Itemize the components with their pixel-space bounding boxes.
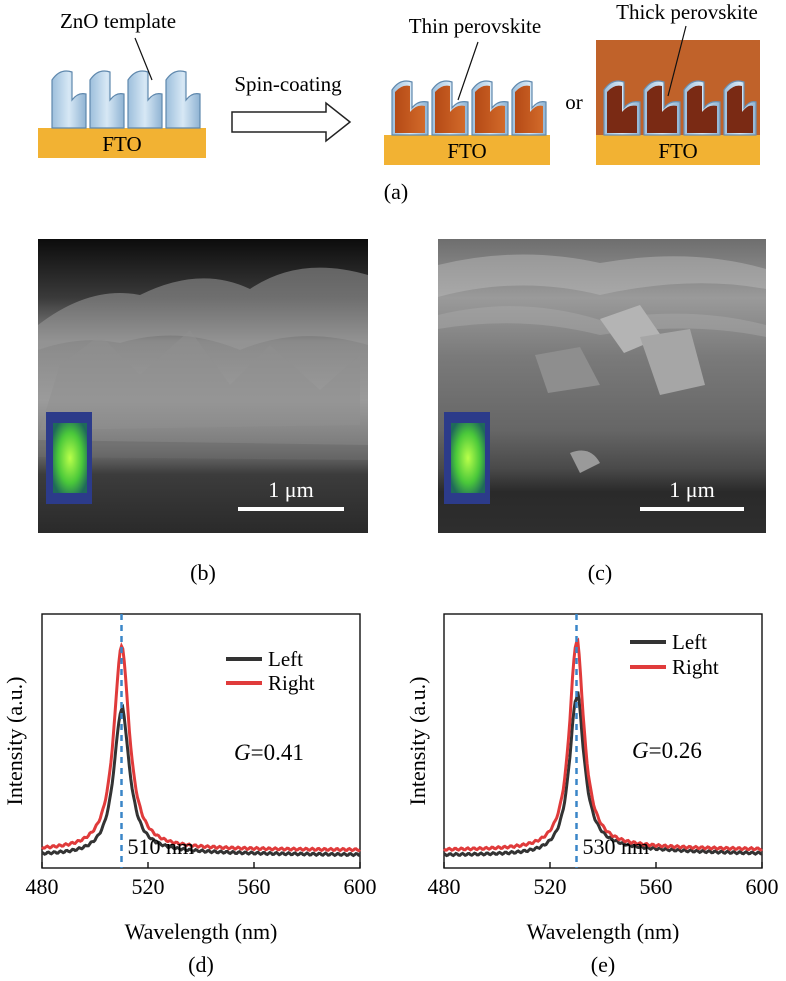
schematic-panel: FTO ZnO template Spin-coating FTO Thin p	[38, 0, 760, 204]
chart-e: 480 520 560 600 530 nm Left Right G=0.26 In…	[405, 613, 779, 977]
peak-label-d: 510 nm	[128, 834, 195, 859]
fto-substrate-right	[596, 135, 760, 165]
series-right-e	[442, 637, 763, 852]
fto-substrate-mid	[384, 135, 550, 165]
scale-bar-b	[238, 507, 344, 511]
x-tick-label-e-600: 600	[746, 874, 779, 899]
sem-image-c: 1 μm	[438, 239, 766, 533]
x-ticks-d: 480 520 560 600	[26, 862, 377, 899]
x-tick-label-d-520: 520	[132, 874, 165, 899]
panel-label-e: (e)	[591, 952, 615, 977]
curves-e	[442, 637, 763, 858]
panel-label-d: (d)	[188, 952, 214, 977]
series-left-e	[443, 691, 763, 858]
pl-spectra-charts: 480 520 560 600 510 nm Left Right G=0.41 In…	[2, 613, 779, 977]
peak-label-e: 530 nm	[583, 834, 650, 859]
chart-d: 480 520 560 600 510 nm Left Right G=0.41 In…	[2, 613, 377, 977]
zno-template-diagram: FTO ZnO template	[38, 9, 206, 158]
legend-right-e: Right	[672, 655, 719, 679]
y-axis-label-d: Intensity (a.u.)	[2, 677, 27, 806]
spin-coating-arrow: Spin-coating	[231, 72, 352, 143]
g-annotation-d: G=0.41	[234, 740, 304, 765]
x-tick-label-d-560: 560	[238, 874, 271, 899]
legend-left-e: Left	[672, 630, 707, 654]
panel-label-c: (c)	[588, 560, 612, 585]
scale-label-b: 1 μm	[268, 477, 313, 502]
thin-label: Thin perovskite	[409, 14, 541, 38]
plot-frame-e	[443, 613, 763, 869]
curves-d	[40, 641, 361, 858]
fto-label-right: FTO	[658, 139, 697, 163]
series-right-d	[40, 641, 361, 853]
x-tick-label-d-600: 600	[344, 874, 377, 899]
series-left-d	[41, 703, 361, 858]
or-label: or	[565, 90, 583, 114]
x-tick-label-e-480: 480	[428, 874, 461, 899]
x-tick-label-d-480: 480	[26, 874, 59, 899]
x-tick-label-e-560: 560	[640, 874, 673, 899]
zno-label: ZnO template	[60, 9, 176, 33]
plot-frame-d	[41, 613, 361, 869]
thin-perovskite-pillars	[391, 80, 547, 136]
fto-label-mid: FTO	[447, 139, 486, 163]
fto-label-left: FTO	[102, 132, 141, 156]
thick-perovskite-pillars	[603, 80, 757, 136]
spin-coating-label: Spin-coating	[234, 72, 342, 96]
x-axis-label-e: Wavelength (nm)	[527, 919, 680, 944]
g-annotation-e: G=0.26	[632, 738, 702, 763]
arrow-icon	[231, 101, 352, 143]
thick-pointer-line	[667, 25, 687, 97]
legend-left-d: Left	[268, 647, 303, 671]
scale-label-c: 1 μm	[669, 477, 714, 502]
zno-pointer-line	[134, 37, 153, 81]
x-axis-label-d: Wavelength (nm)	[125, 919, 278, 944]
panel-label-a: (a)	[384, 179, 408, 204]
legend-right-d: Right	[268, 671, 315, 695]
thick-label: Thick perovskite	[616, 0, 758, 24]
sem-image-b: 1 μm	[38, 239, 368, 533]
scale-bar-c	[640, 507, 744, 511]
panel-label-b: (b)	[190, 560, 216, 585]
sem-panels: 1 μm (b) 1 μm (c)	[38, 239, 766, 585]
x-tick-label-e-520: 520	[534, 874, 567, 899]
fto-substrate-left	[38, 128, 206, 158]
zno-pillars-left	[51, 70, 201, 129]
x-ticks-e: 480 520 560 600	[428, 862, 779, 899]
thin-perovskite-diagram: FTO Thin perovskite	[384, 14, 550, 165]
thin-pointer-line	[457, 41, 479, 101]
thick-perovskite-diagram: FTO Thick perovskite	[596, 0, 760, 165]
y-axis-label-e: Intensity (a.u.)	[405, 677, 430, 806]
